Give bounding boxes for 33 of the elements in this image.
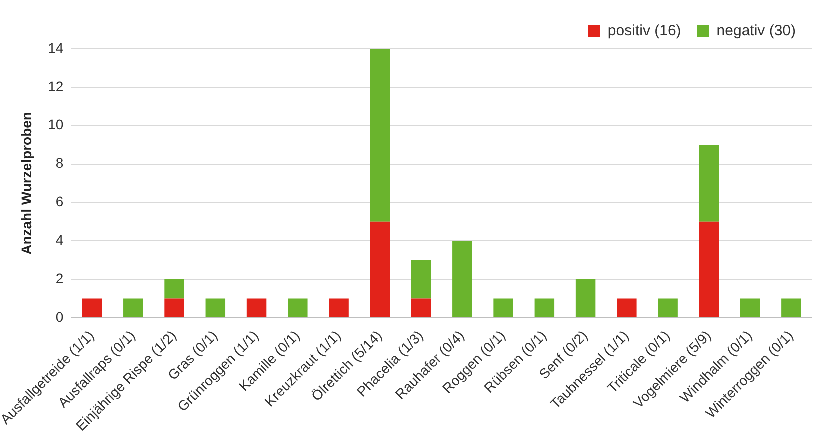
bar <box>370 222 390 318</box>
y-tick-label: 0 <box>56 308 64 325</box>
bar <box>534 298 555 318</box>
bar <box>82 298 102 318</box>
bar <box>617 298 637 318</box>
bar <box>576 280 596 318</box>
legend-label: positiv (16) <box>608 22 682 40</box>
bar <box>246 298 267 318</box>
y-tick-label: 10 <box>48 116 64 133</box>
bar <box>329 298 349 318</box>
y-axis-title: Anzahl Wurzelproben <box>18 112 35 255</box>
y-tick-label: 2 <box>56 270 64 286</box>
bar <box>782 298 802 318</box>
y-tick-label: 4 <box>56 232 64 248</box>
y-tick-label: 14 <box>48 40 64 56</box>
bar <box>658 298 678 318</box>
y-tick-label: 12 <box>48 78 64 94</box>
bar <box>699 222 720 318</box>
bar <box>411 260 432 299</box>
y-tick-label: 6 <box>56 194 64 210</box>
bar <box>206 298 226 318</box>
bar <box>164 280 184 299</box>
bar <box>452 241 472 318</box>
bar <box>288 298 308 318</box>
bar <box>124 298 144 318</box>
bar <box>494 298 514 318</box>
bar <box>699 145 720 222</box>
bar <box>370 49 390 222</box>
bar <box>411 298 432 318</box>
legend-label: negativ (30) <box>716 22 796 40</box>
bar <box>740 298 760 318</box>
y-tick-label: 8 <box>56 155 64 172</box>
bar <box>164 298 184 318</box>
